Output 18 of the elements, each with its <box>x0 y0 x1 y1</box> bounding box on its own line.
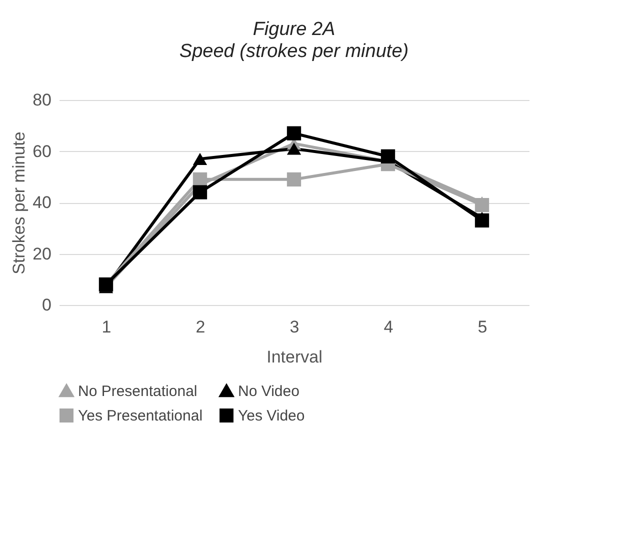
chart-subtitle: Speed (strokes per minute) <box>179 41 409 62</box>
y-tick-label: 80 <box>32 90 52 110</box>
x-tick-label: 5 <box>478 318 488 336</box>
y-axis-title: Strokes per minute <box>10 132 29 274</box>
x-axis-title: Interval <box>266 348 322 366</box>
y-tick-label: 20 <box>32 244 52 264</box>
y-tick-label: 60 <box>32 142 52 161</box>
x-tick-label: 2 <box>196 318 206 336</box>
legend-label: No Presentational <box>78 382 198 400</box>
chart-title: Figure 2A <box>252 19 336 40</box>
y-tick-label: 0 <box>42 296 52 314</box>
x-tick-label: 1 <box>102 318 112 336</box>
x-tick-label: 3 <box>290 318 300 336</box>
legend-label: Yes Presentational <box>78 408 203 424</box>
legend-label: Yes Video <box>238 408 305 424</box>
y-tick-label: 40 <box>32 193 52 212</box>
legend-label: No Video <box>238 382 300 400</box>
x-tick-label: 4 <box>384 318 394 336</box>
